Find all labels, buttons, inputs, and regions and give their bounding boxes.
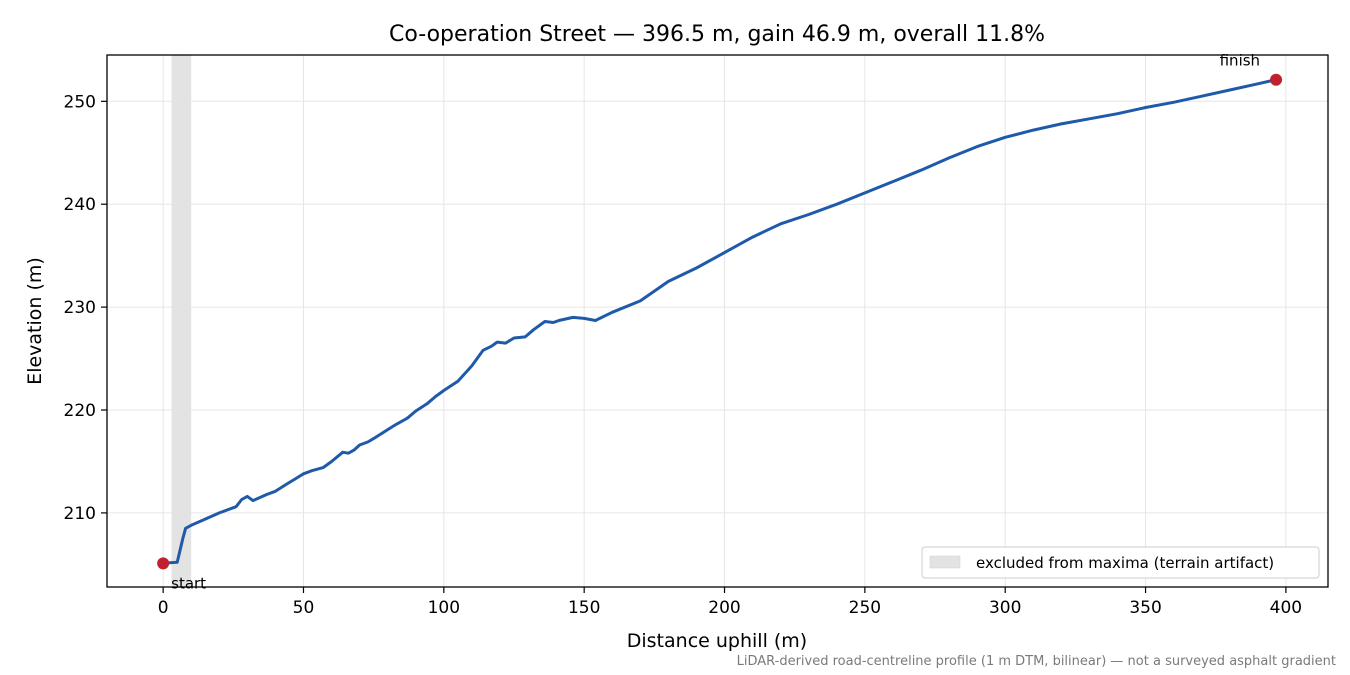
endpoint-markers: start finish bbox=[157, 52, 1283, 592]
x-tick-label: 300 bbox=[989, 598, 1021, 618]
x-tick-label: 0 bbox=[158, 598, 169, 618]
finish-marker bbox=[1270, 73, 1283, 86]
finish-label: finish bbox=[1220, 52, 1260, 70]
excluded-region-band bbox=[171, 55, 192, 587]
x-axis-label: Distance uphill (m) bbox=[627, 630, 807, 652]
x-tick-label: 150 bbox=[568, 598, 600, 618]
y-tick-label: 250 bbox=[64, 92, 96, 112]
legend-box bbox=[921, 546, 1320, 579]
chart-title: Co-operation Street — 396.5 m, gain 46.9… bbox=[389, 22, 1045, 47]
start-label: start bbox=[171, 574, 206, 592]
legend: excluded from maxima (terrain artifact) bbox=[921, 546, 1320, 579]
x-axis-ticks: 0 50 100 150 200 250 300 350 400 bbox=[158, 587, 1302, 618]
x-tick-label: 50 bbox=[293, 598, 315, 618]
y-tick-label: 210 bbox=[64, 504, 96, 524]
x-tick-label: 400 bbox=[1270, 598, 1302, 618]
x-tick-label: 100 bbox=[428, 598, 460, 618]
y-axis-ticks: 210 220 230 240 250 bbox=[64, 92, 107, 524]
start-marker bbox=[157, 557, 170, 570]
footnote: LiDAR-derived road-centreline profile (1… bbox=[737, 654, 1336, 669]
x-tick-label: 250 bbox=[849, 598, 881, 618]
grid-lines bbox=[107, 55, 1328, 587]
elevation-line bbox=[161, 78, 1278, 565]
x-tick-label: 200 bbox=[708, 598, 740, 618]
y-tick-label: 240 bbox=[64, 195, 96, 215]
y-tick-label: 230 bbox=[64, 298, 96, 318]
x-tick-label: 350 bbox=[1129, 598, 1161, 618]
legend-label: excluded from maxima (terrain artifact) bbox=[976, 554, 1274, 572]
legend-swatch bbox=[929, 555, 961, 569]
y-axis-label: Elevation (m) bbox=[24, 257, 46, 385]
plot-frame bbox=[106, 54, 1329, 588]
y-tick-label: 220 bbox=[64, 401, 96, 421]
